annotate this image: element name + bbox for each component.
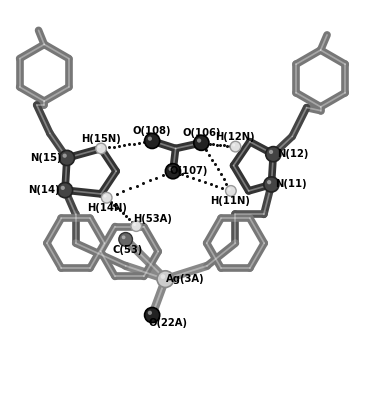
Text: O(107): O(107) xyxy=(170,166,208,176)
Text: H(53A): H(53A) xyxy=(133,214,172,224)
Circle shape xyxy=(133,223,136,226)
Circle shape xyxy=(230,141,241,152)
Text: O(108): O(108) xyxy=(133,127,171,137)
Circle shape xyxy=(165,164,180,179)
Circle shape xyxy=(226,186,236,196)
Circle shape xyxy=(98,145,101,148)
Text: O(106): O(106) xyxy=(182,128,221,138)
Text: N(12): N(12) xyxy=(277,149,309,159)
Circle shape xyxy=(161,274,165,279)
Circle shape xyxy=(96,143,106,154)
Circle shape xyxy=(144,133,160,148)
Circle shape xyxy=(269,150,273,154)
Circle shape xyxy=(267,180,271,184)
Circle shape xyxy=(148,311,152,315)
Circle shape xyxy=(59,150,74,166)
Circle shape xyxy=(101,192,112,203)
Circle shape xyxy=(157,271,174,287)
Text: N(14): N(14) xyxy=(28,185,60,195)
Text: H(14N): H(14N) xyxy=(87,204,127,213)
Circle shape xyxy=(169,167,173,171)
Circle shape xyxy=(144,307,160,323)
Circle shape xyxy=(148,137,152,141)
Circle shape xyxy=(197,138,201,143)
Circle shape xyxy=(194,135,209,150)
Text: C(53): C(53) xyxy=(112,245,142,255)
Circle shape xyxy=(264,177,279,192)
Circle shape xyxy=(228,188,231,191)
Circle shape xyxy=(122,235,125,239)
Text: H(11N): H(11N) xyxy=(210,196,250,206)
Text: H(15N): H(15N) xyxy=(81,134,121,144)
Text: O(22A): O(22A) xyxy=(149,318,188,328)
Circle shape xyxy=(266,147,281,162)
Text: N(15): N(15) xyxy=(30,153,62,163)
Text: H(12N): H(12N) xyxy=(215,132,255,142)
Circle shape xyxy=(119,233,133,246)
Circle shape xyxy=(63,154,67,158)
Circle shape xyxy=(57,183,73,198)
Text: Ag(3A): Ag(3A) xyxy=(166,274,204,284)
Circle shape xyxy=(131,221,141,231)
Circle shape xyxy=(232,143,235,147)
Circle shape xyxy=(61,186,65,190)
Text: N(11): N(11) xyxy=(275,179,307,189)
Circle shape xyxy=(104,195,107,197)
